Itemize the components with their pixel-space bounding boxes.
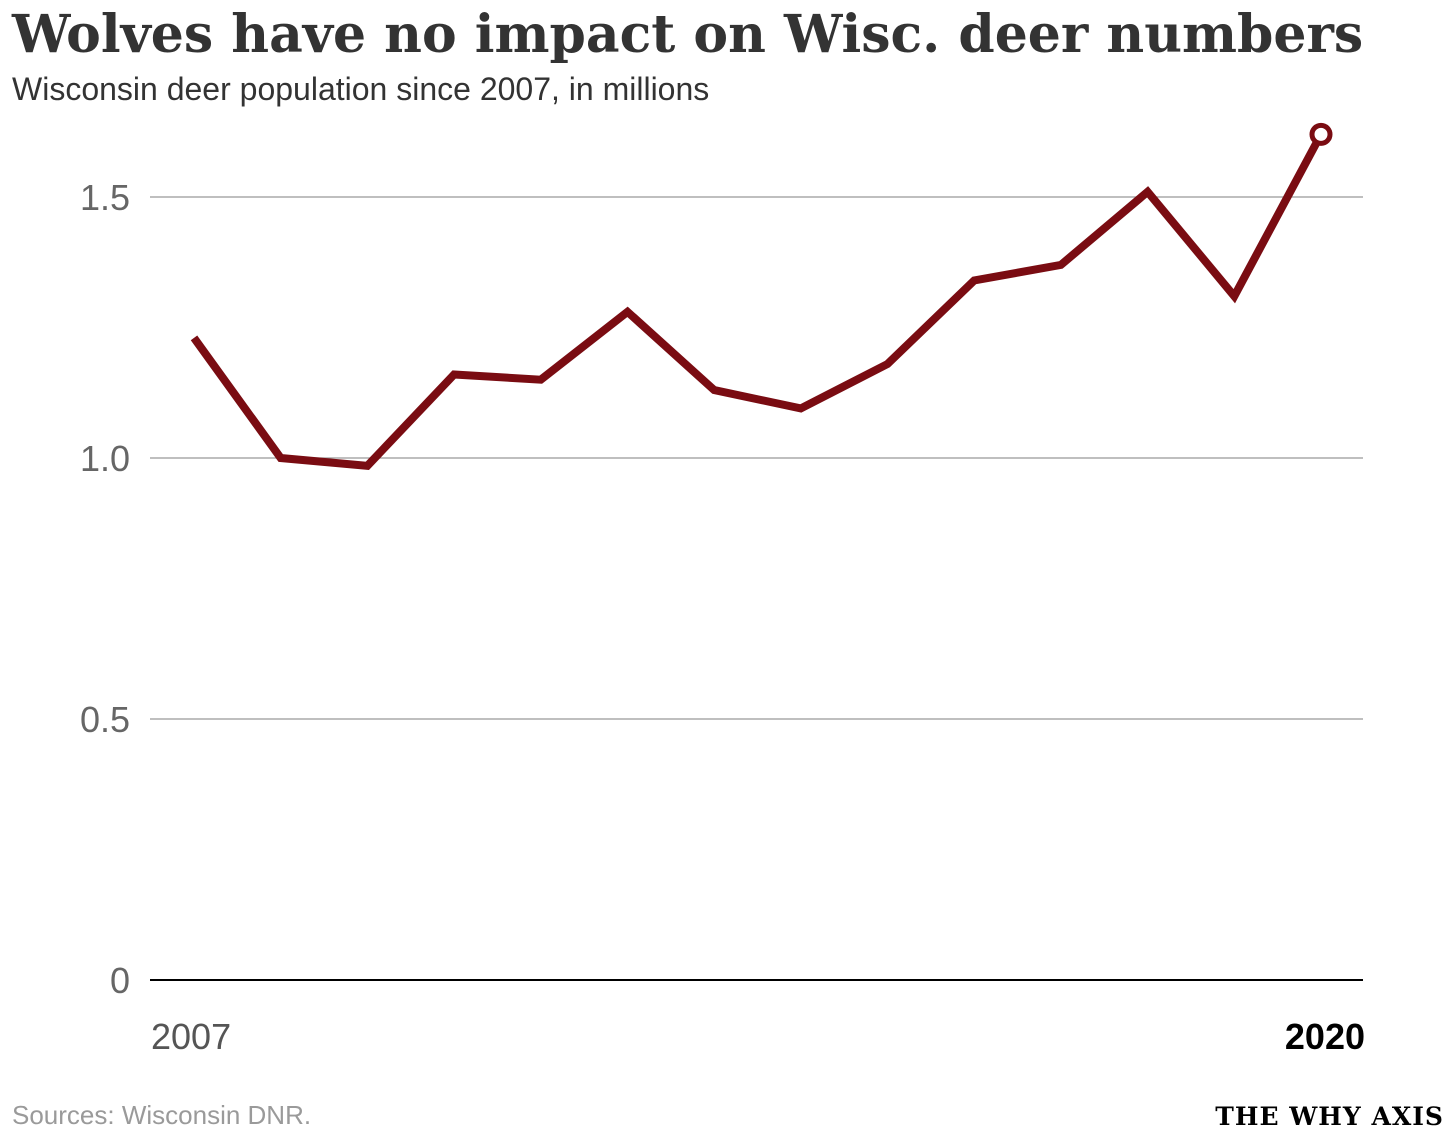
y-tick-label: 0.5 (80, 699, 130, 740)
y-axis-tick-labels: 0 0.5 1.0 1.5 (80, 177, 130, 1001)
series-line (190, 132, 1325, 470)
gridlines (150, 196, 1363, 981)
y-tick-label: 0 (110, 960, 130, 1001)
chart-subtitle: Wisconsin deer population since 2007, in… (12, 71, 710, 107)
x-axis-tick-labels: 2007 2020 (151, 1016, 1365, 1057)
end-point-marker (1309, 122, 1333, 146)
y-tick-label: 1.5 (80, 177, 130, 218)
series-layer (190, 122, 1333, 470)
x-tick-label-start: 2007 (151, 1016, 231, 1057)
chart-title: Wolves have no impact on Wisc. deer numb… (12, 4, 1364, 65)
y-tick-label: 1.0 (80, 438, 130, 479)
x-tick-label-end: 2020 (1285, 1016, 1365, 1057)
brand-logo: THE WHY AXIS (1215, 1102, 1444, 1131)
source-note: Sources: Wisconsin DNR. (12, 1100, 312, 1130)
